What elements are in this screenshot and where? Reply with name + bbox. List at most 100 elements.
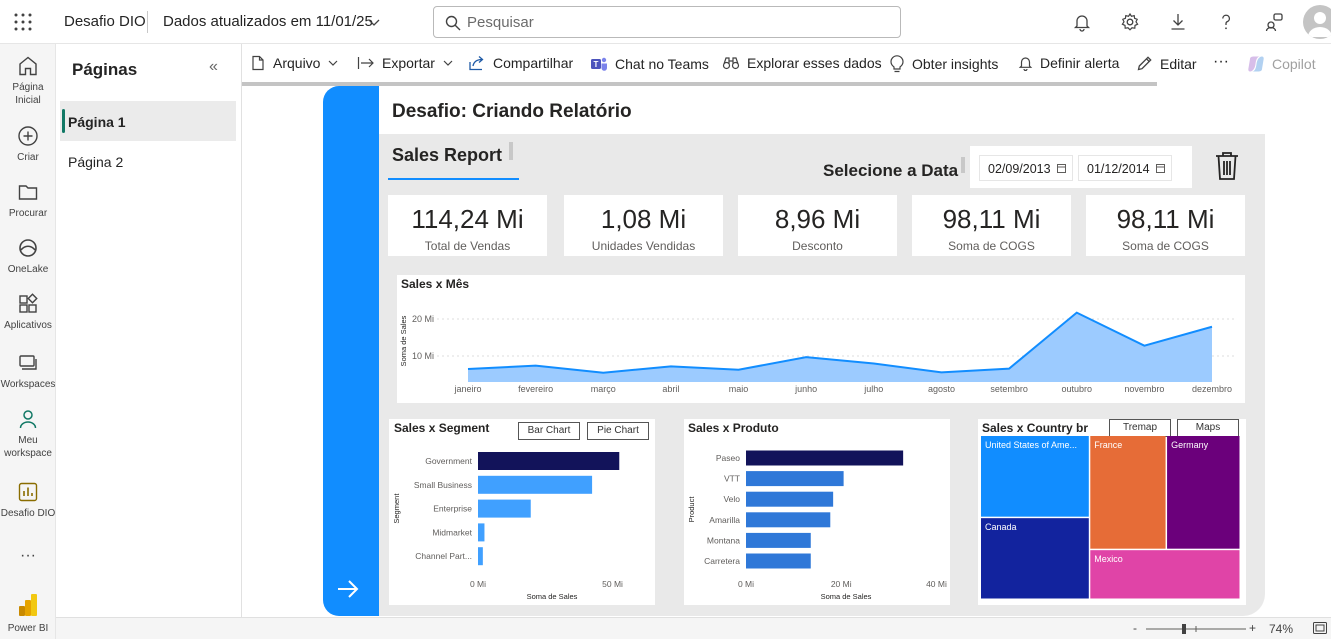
get-insights-button[interactable]: Obter insights [889,55,998,73]
nav-apps[interactable]: Aplicativos [0,293,56,332]
divider [147,11,148,33]
pie-chart-button[interactable]: Pie Chart [587,422,649,440]
calendar-icon[interactable] [1057,164,1066,173]
category-label: Montana [707,535,740,545]
zoom-in-button[interactable]: + [1249,621,1257,635]
chevron-down-icon [443,60,453,66]
data-updated-status[interactable]: Dados atualizados em 11/01/25 [163,13,373,30]
nav-create[interactable]: Criar [0,125,56,164]
nav-desafio-dio[interactable]: Desafio DIO [0,481,56,520]
x-tick-label: 50 Mi [602,579,623,589]
search-box[interactable] [433,6,901,38]
file-menu-button[interactable]: Arquivo [250,55,345,71]
next-page-arrow-icon[interactable] [336,577,360,601]
kpi-label: Desconto [792,239,843,253]
kpi-card-unidades-vendidas[interactable]: 1,08 Mi Unidades Vendidas [564,195,723,256]
chevron-down-icon[interactable] [368,17,380,27]
nav-browse-label: Procurar [8,208,48,219]
gear-icon[interactable] [1120,12,1140,32]
bell-icon[interactable] [1072,12,1092,32]
treemap-label: Canada [985,522,1017,532]
chevron-down-icon [329,60,338,66]
copilot-label: Copilot [1272,56,1316,72]
sales-by-month-chart[interactable]: Sales x Mês 10 Mi 20 Mi janeiro fevereiro ma… [397,275,1245,403]
x-axis-label: Soma de Sales [527,592,578,601]
category-label: Amarilla [709,515,740,525]
product-bar-svg: Paseo VTT Velo Amarilla Montana Carretera 0 Mi… [687,450,947,601]
lightbulb-icon [890,55,904,73]
apps-icon [19,293,38,313]
nav-onelake[interactable]: OneLake [0,237,56,276]
page-tab-1[interactable]: Página 1 [60,101,236,141]
bar [746,471,844,487]
nav-create-label: Criar [17,152,39,163]
bar [746,450,904,466]
category-label: Small Business [414,480,472,490]
fit-to-page-icon[interactable] [1313,622,1327,634]
end-date-input[interactable]: 01/12/2014 [1078,155,1172,181]
clear-filters-trash-icon[interactable] [1215,151,1239,181]
zoom-level[interactable]: 74% [1269,622,1294,636]
x-tick-label: junho [794,384,817,394]
zoom-out-button[interactable]: - [1133,621,1137,635]
kpi-value: 98,11 Mi [1116,204,1215,234]
start-date-value: 02/09/2013 [988,162,1051,176]
start-date-input[interactable]: 02/09/2013 [979,155,1073,181]
kpi-card-total-vendas[interactable]: 114,24 Mi Total de Vendas [388,195,547,256]
calendar-icon[interactable] [1156,164,1165,173]
left-navigation: Página Inicial Criar Procurar OneLake Ap… [0,44,56,639]
nav-browse[interactable]: Procurar [0,181,56,220]
export-menu-button[interactable]: Exportar [357,55,460,71]
x-tick-label: dezembro [1192,384,1232,394]
help-icon[interactable] [1216,12,1236,32]
kpi-card-desconto[interactable]: 8,96 Mi Desconto [738,195,897,256]
chart-title: Sales x Segment [394,421,490,435]
y-tick-label: 10 Mi [412,351,434,361]
app-title[interactable]: Desafio DIO [64,13,146,30]
kpi-value: 8,96 Mi [774,204,861,234]
feedback-icon[interactable] [1264,12,1284,32]
download-icon[interactable] [1168,12,1188,32]
nav-workspaces[interactable]: Workspaces [0,352,56,391]
zoom-slider[interactable] [1143,621,1249,637]
kpi-card-soma-cogs-2[interactable]: 98,11 Mi Soma de COGS [1086,195,1245,256]
treemap-tile [1090,436,1166,549]
edit-label: Editar [1160,55,1197,72]
bar-chart-button[interactable]: Bar Chart [518,422,580,440]
treemap-tile [981,518,1089,599]
edit-button[interactable]: Editar [1136,55,1197,72]
search-input[interactable] [467,11,887,33]
nav-more[interactable]: ··· [20,547,36,564]
nav-powerbi[interactable]: Power BI [0,592,56,635]
subtitle-accent [509,142,513,160]
category-label: Enterprise [433,504,472,514]
collapse-icon[interactable]: « [209,58,218,75]
app-launcher-icon[interactable] [12,11,34,33]
user-avatar[interactable] [1303,5,1331,39]
nav-home[interactable]: Página Inicial [0,55,56,107]
x-tick-label: maio [729,384,749,394]
set-alert-button[interactable]: Definir alerta [1018,55,1119,71]
teams-chat-label: Chat no Teams [615,56,709,72]
kpi-card-soma-cogs[interactable]: 98,11 Mi Soma de COGS [912,195,1071,256]
x-tick-label: fevereiro [518,384,553,394]
sales-by-product-chart[interactable]: Sales x Produto Paseo VTT Velo Amarilla Mont… [684,419,950,605]
x-tick-label: 0 Mi [470,579,486,589]
nav-onelake-label: OneLake [7,264,49,275]
file-menu-label: Arquivo [273,55,321,71]
treemap-button[interactable]: Tremap [1109,419,1171,437]
nav-my-workspace[interactable]: Meu workspace [0,408,56,460]
explore-data-button[interactable]: Explorar esses dados [722,55,882,71]
file-icon [252,55,264,71]
teams-chat-button[interactable]: T Chat no Teams [590,55,709,73]
copilot-button[interactable]: Copilot [1247,55,1316,73]
bell-icon [1018,57,1033,71]
share-button[interactable]: Compartilhar [468,55,573,71]
get-insights-label: Obter insights [912,56,999,72]
more-options-button[interactable]: ··· [1213,53,1229,70]
sales-by-segment-chart[interactable]: Sales x Segment Bar Chart Pie Chart Gove… [389,419,655,605]
sales-by-country-chart[interactable]: Sales x Country br Tremap Maps United St… [978,419,1246,605]
horizontal-scrollbar[interactable] [242,82,1157,86]
nav-home-label: Página [12,82,44,93]
page-tab-2[interactable]: Página 2 [68,154,124,170]
